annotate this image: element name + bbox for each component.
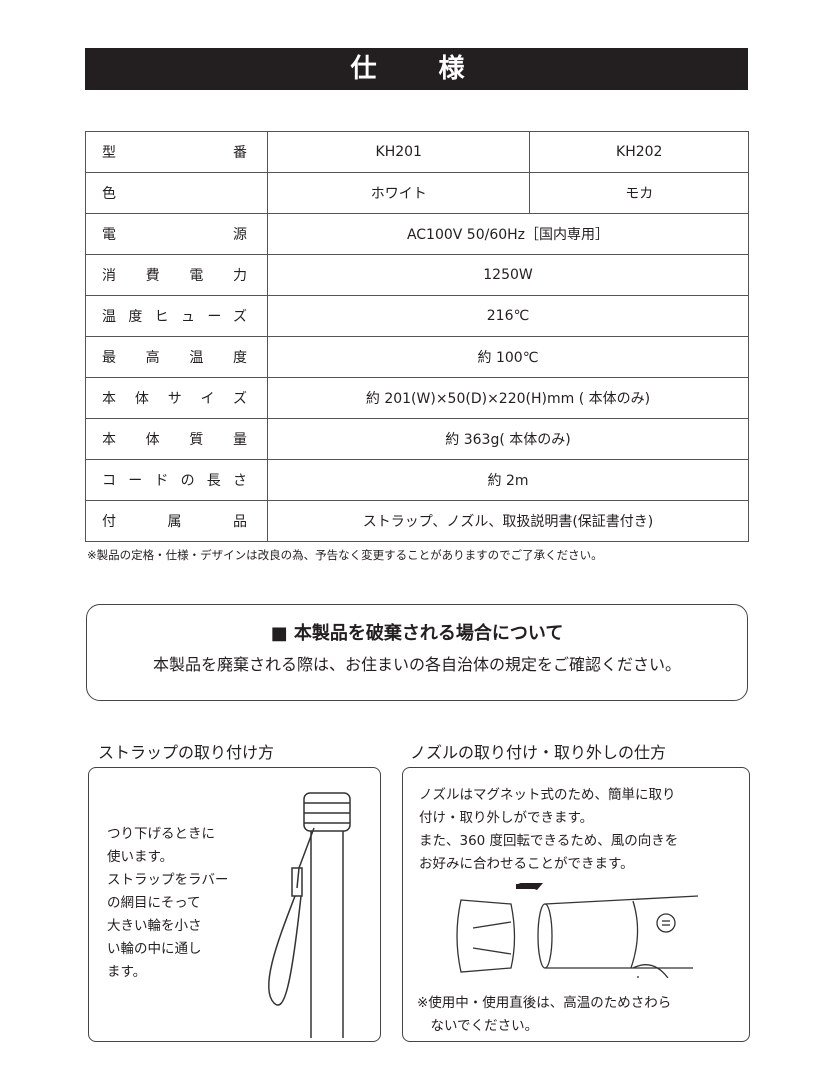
- strap-box: つり下げるときに 使います。 ストラップをラバー の網目にそって 大きい輪を小さ い輪の中…: [88, 767, 381, 1042]
- spec-label: 付属品: [85, 500, 268, 542]
- strap-section-title: ストラップの取り付け方: [98, 743, 275, 762]
- strap-illustration: [267, 792, 351, 1038]
- spec-row: 型番 KH201 KH202: [85, 131, 749, 173]
- nozzle-section-title: ノズルの取り付け・取り外しの仕方: [410, 743, 667, 762]
- spec-value: 約 363g( 本体のみ): [267, 418, 749, 460]
- spec-label: 型番: [85, 131, 268, 173]
- spec-label: 最高温度: [85, 336, 268, 378]
- spec-label: 本体質量: [85, 418, 268, 460]
- spec-value: モカ: [529, 172, 749, 214]
- spec-row: 本体サイズ約 201(W)×50(D)×220(H)mm ( 本体のみ): [85, 377, 749, 419]
- spec-row: コードの長さ約 2m: [85, 459, 749, 501]
- spec-row: 本体質量約 363g( 本体のみ): [85, 418, 749, 460]
- spec-label: 電源: [85, 213, 268, 255]
- dryer-nozzle-illustration: [456, 883, 699, 978]
- spec-label: 色: [85, 172, 268, 214]
- spec-value: 1250W: [267, 254, 749, 296]
- spec-value: AC100V 50/60Hz［国内専用］: [267, 213, 749, 255]
- spec-row: 温度ヒューズ 216℃: [85, 295, 749, 337]
- spec-value: 216℃: [267, 295, 749, 337]
- strap-instructions: つり下げるときに 使います。 ストラップをラバー の網目にそって 大きい輪を小さ い輪の中…: [107, 826, 229, 980]
- spec-label: 温度ヒューズ: [85, 295, 268, 337]
- spec-value: ストラップ、ノズル、取扱説明書(保証書付き): [267, 500, 749, 542]
- disposal-title: ■ 本製品を破棄される場合について: [270, 623, 564, 644]
- spec-value: KH201: [266, 131, 531, 173]
- page-title: 仕 様: [85, 48, 748, 90]
- spec-value: KH202: [529, 131, 749, 173]
- nozzle-box: ノズルはマグネット式のため、簡単に取り 付け・取り外しができます。 また、360 度…: [402, 767, 750, 1042]
- disclaimer-note: ※製品の定格・仕様・デザインは改良の為、予告なく変更することがありますのでご了承…: [87, 548, 603, 562]
- spec-label: 消費電力: [85, 254, 268, 296]
- spec-row: 色ホワイト モカ: [85, 172, 749, 214]
- nozzle-instructions: ノズルはマグネット式のため、簡単に取り 付け・取り外しができます。 また、360 度…: [419, 787, 679, 872]
- spec-label: コードの長さ: [85, 459, 268, 501]
- spec-row: 付属品 ストラップ、ノズル、取扱説明書(保証書付き): [85, 500, 749, 542]
- spec-value: ホワイト: [266, 172, 531, 214]
- spec-table: 型番 KH201 KH202 色ホワイト モカ 電源 AC100V 50/60Hz［国内専用…: [85, 131, 749, 542]
- disposal-box: ■ 本製品を破棄される場合について 本製品を廃棄される際は、お住まいの各自治体の…: [86, 604, 748, 701]
- spec-value: 約 2m: [267, 459, 749, 501]
- spec-value: 約 201(W)×50(D)×220(H)mm ( 本体のみ): [267, 377, 749, 419]
- spec-row: 最高温度約 100℃: [85, 336, 749, 378]
- spec-row: 消費電力 1250W: [85, 254, 749, 296]
- spec-value: 約 100℃: [267, 336, 749, 378]
- spec-label: 本体サイズ: [85, 377, 268, 419]
- spec-row: 電源 AC100V 50/60Hz［国内専用］: [85, 213, 749, 255]
- disposal-text: 本製品を廃棄される際は、お住まいの各自治体の規定をご確認ください。: [152, 655, 681, 674]
- heat-warning: ※使用中・使用直後は、高温のためさわら ないでください。: [417, 995, 672, 1034]
